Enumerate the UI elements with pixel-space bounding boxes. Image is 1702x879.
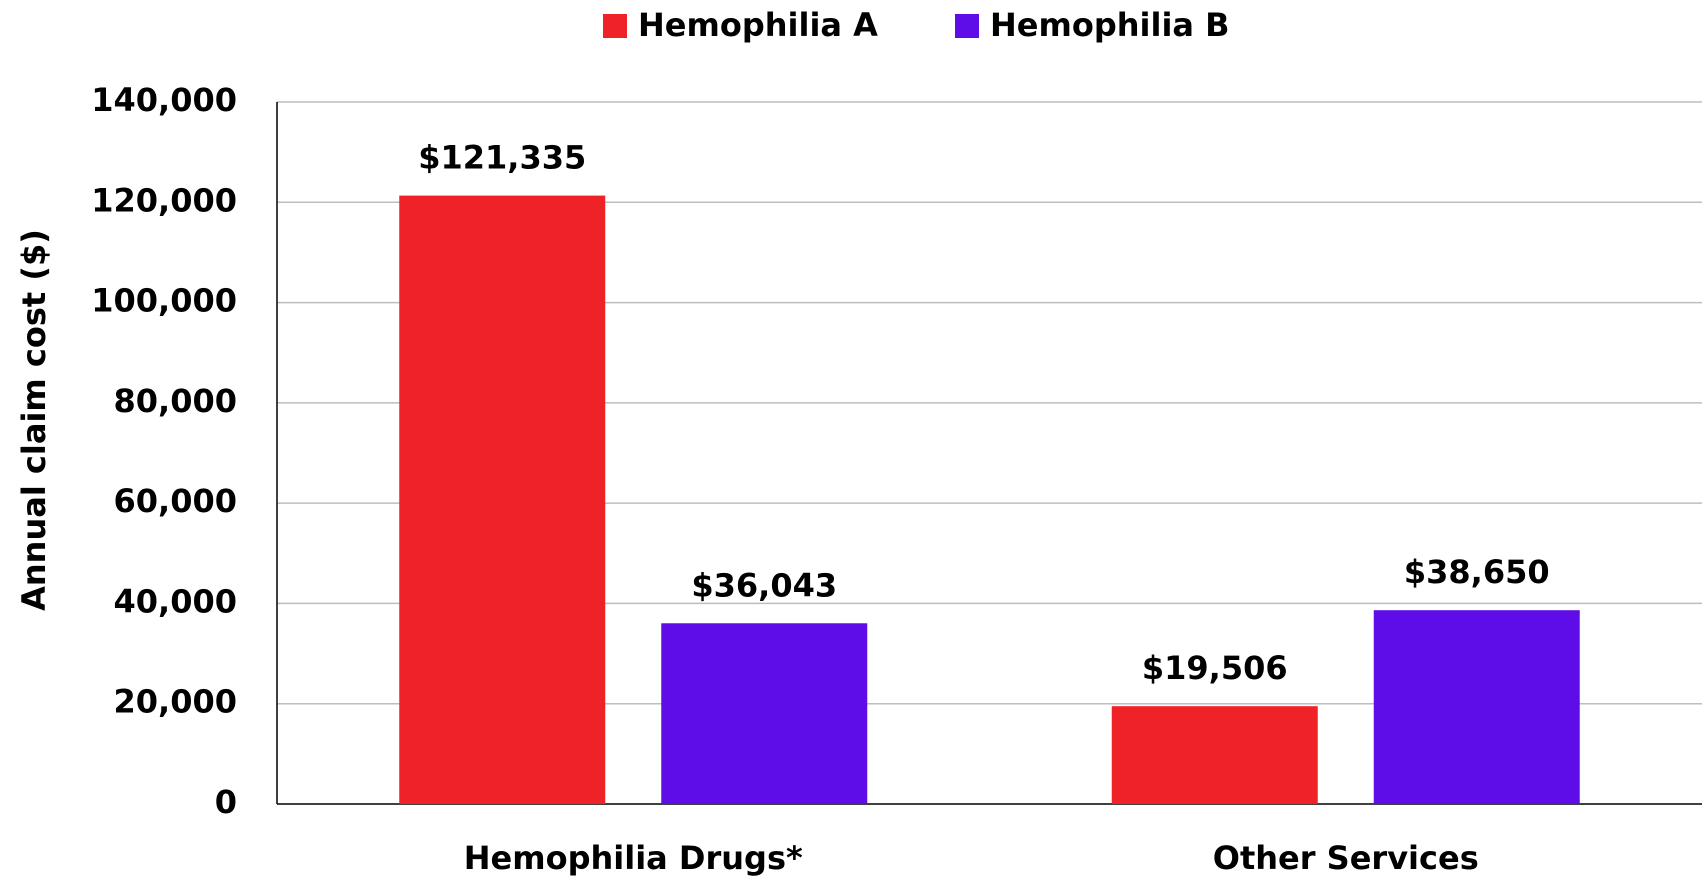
y-tick-label: 80,000 (114, 382, 237, 420)
bar (399, 195, 606, 804)
bar (661, 623, 868, 804)
y-tick-label: 20,000 (114, 683, 237, 721)
value-label: $38,650 (1404, 553, 1550, 591)
legend-label: Hemophilia B (990, 6, 1230, 44)
value-label: $121,335 (418, 139, 586, 177)
y-axis-label: Annual claim cost ($) (15, 229, 53, 611)
y-tick-label: 40,000 (114, 582, 237, 620)
value-label: $36,043 (691, 566, 837, 604)
legend-swatch (955, 14, 979, 38)
y-tick-label: 140,000 (91, 81, 237, 119)
y-tick-label: 60,000 (114, 482, 237, 520)
x-tick-label: Other Services (1213, 839, 1479, 877)
y-tick-label: 0 (215, 783, 237, 821)
bar (1373, 610, 1580, 804)
legend-label: Hemophilia A (638, 6, 878, 44)
bar (1111, 706, 1318, 804)
x-tick-label: Hemophilia Drugs* (464, 839, 803, 877)
y-tick-label: 120,000 (91, 181, 237, 219)
value-label: $19,506 (1142, 649, 1288, 687)
legend-swatch (603, 14, 627, 38)
y-tick-label: 100,000 (91, 282, 237, 320)
